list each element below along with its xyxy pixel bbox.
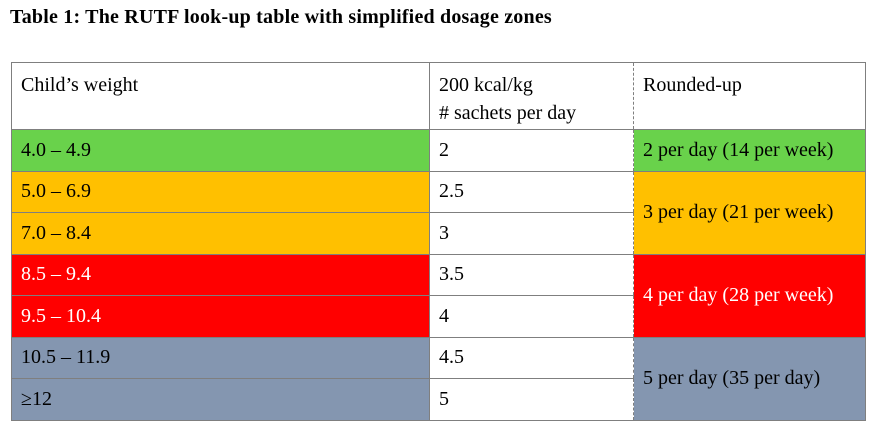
table-row: 4.0 – 4.9 2 2 per day (14 per week) bbox=[11, 129, 866, 172]
col-header-dose-line1: 200 kcal/kg bbox=[439, 74, 533, 96]
sachets-per-day-cell: 2.5 bbox=[429, 170, 634, 213]
col-header-dose-line2: # sachets per day bbox=[439, 102, 577, 124]
rounded-up-zone-cell: 4 per day (28 per week) bbox=[633, 253, 866, 338]
weight-range-cell: 5.0 – 6.9 bbox=[11, 170, 430, 213]
rutf-dosage-table: Child’s weight 200 kcal/kg # sachets per… bbox=[11, 62, 866, 421]
weight-range-cell: 10.5 – 11.9 bbox=[11, 336, 430, 379]
rounded-up-zone-cell: 3 per day (21 per week) bbox=[633, 170, 866, 255]
sachets-per-day-cell: 5 bbox=[429, 378, 634, 421]
table-caption: Table 1: The RUTF look-up table with sim… bbox=[10, 6, 552, 28]
col-header-sachets-per-day: 200 kcal/kg # sachets per day bbox=[429, 62, 634, 130]
table-row: 10.5 – 11.9 4.5 5 per day (35 per day) bbox=[11, 336, 866, 421]
weight-range-cell: ≥12 bbox=[11, 378, 430, 421]
rounded-up-zone-cell: 5 per day (35 per day) bbox=[633, 336, 866, 421]
sachets-per-day-cell: 2 bbox=[429, 129, 634, 172]
sachets-per-day-cell: 4 bbox=[429, 295, 634, 338]
sachets-per-day-cell: 3.5 bbox=[429, 253, 634, 296]
weight-range-cell: 7.0 – 8.4 bbox=[11, 212, 430, 255]
weight-range-cell: 4.0 – 4.9 bbox=[11, 129, 430, 172]
col-header-child-weight: Child’s weight bbox=[11, 62, 430, 130]
sachets-per-day-cell: 3 bbox=[429, 212, 634, 255]
header-row: Child’s weight 200 kcal/kg # sachets per… bbox=[11, 62, 866, 130]
weight-range-cell: 8.5 – 9.4 bbox=[11, 253, 430, 296]
rounded-up-zone-cell: 2 per day (14 per week) bbox=[633, 129, 866, 172]
table-row: 5.0 – 6.9 2.5 3 per day (21 per week) bbox=[11, 170, 866, 255]
table-row: 9.5 – 10.4 4 bbox=[11, 295, 866, 338]
table-row: ≥12 5 bbox=[11, 378, 866, 421]
weight-range-cell: 9.5 – 10.4 bbox=[11, 295, 430, 338]
sachets-per-day-cell: 4.5 bbox=[429, 336, 634, 379]
table-row: 8.5 – 9.4 3.5 4 per day (28 per week) bbox=[11, 253, 866, 338]
col-header-rounded-up: Rounded-up bbox=[633, 62, 866, 130]
